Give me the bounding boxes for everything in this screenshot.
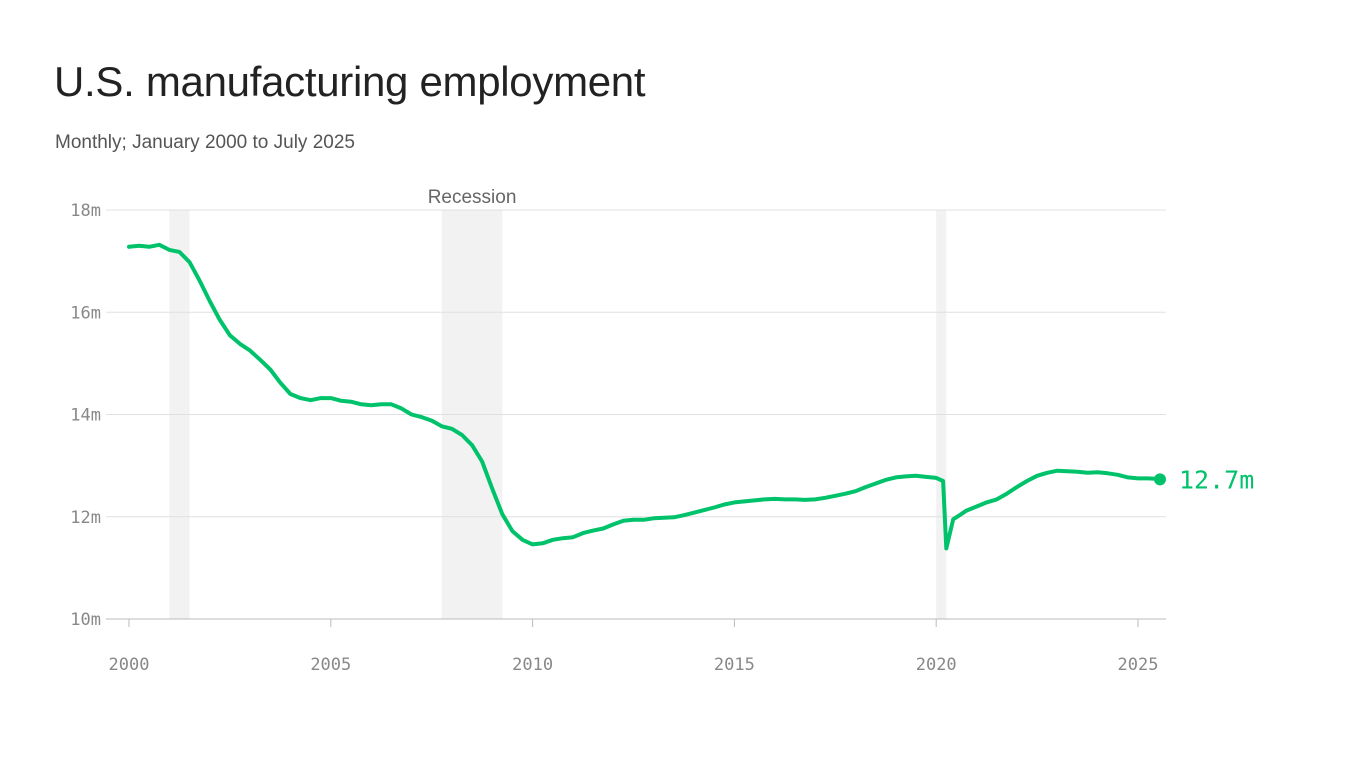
series-line xyxy=(127,242,1164,551)
x-tick-label-2005: 2005 xyxy=(310,655,351,675)
y-tick-label-14m: 14m xyxy=(70,406,101,426)
y-tick-label-10m: 10m xyxy=(70,610,101,630)
chart-subtitle: Monthly; January 2000 to July 2025 xyxy=(55,132,355,153)
recession-label: Recession xyxy=(428,187,517,208)
x-tick-label-2020: 2020 xyxy=(916,655,957,675)
x-tick-label-2010: 2010 xyxy=(512,655,553,675)
x-tick-label-2000: 2000 xyxy=(109,655,150,675)
y-tick-label-12m: 12m xyxy=(70,508,101,528)
x-tick-label-2015: 2015 xyxy=(714,655,755,675)
y-tick-label-16m: 16m xyxy=(70,303,101,323)
series-end-dot xyxy=(1154,473,1166,486)
series-end-label: 12.7m xyxy=(1179,465,1254,494)
chart-title: U.S. manufacturing employment xyxy=(54,58,646,105)
x-tick-label-2025: 2025 xyxy=(1118,655,1159,675)
y-tick-label-18m: 18m xyxy=(70,201,101,221)
